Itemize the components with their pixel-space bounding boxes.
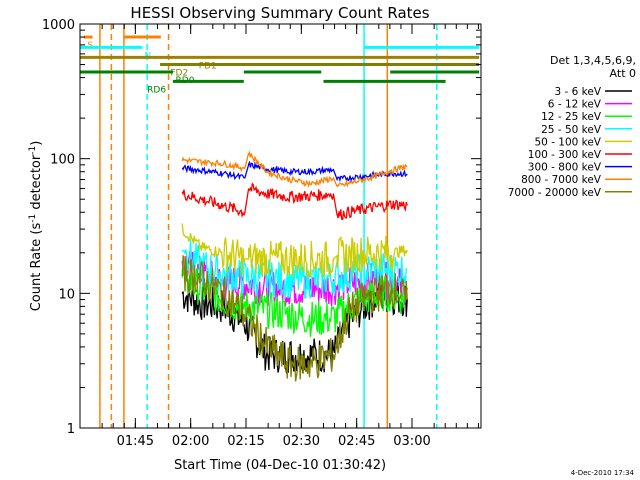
y-tick-label-0: 1 [67, 422, 75, 437]
series-line-6 [181, 160, 408, 183]
observing-flag-bars: SNFD1FD2RD0RD6 [80, 35, 480, 95]
series-line-8 [181, 254, 408, 382]
legend-label-4: 50 - 100 keV [534, 136, 601, 148]
legend-label-5: 100 - 300 keV [528, 149, 602, 161]
y-tick-label-1: 10 [58, 287, 75, 302]
x-tick-label-3: 02:30 [283, 434, 320, 449]
y-tick-label-3: 1000 [42, 18, 75, 33]
y-axis-label: Count Rate (s-1 detector-1) [28, 141, 44, 312]
x-tick-label-1: 02:00 [172, 434, 209, 449]
axes: 01:45 02:00 02:15 02:30 02:45 03:00 1 10 100 1000 [42, 18, 481, 449]
series-line-7 [181, 150, 408, 188]
legend-subtitle: Att 0 [610, 67, 636, 80]
series-line-3 [181, 238, 408, 299]
flag-fd1-label: FD1 [199, 61, 217, 71]
y-tick-label-2: 100 [50, 153, 75, 168]
flag-fd2-label: FD2 [170, 69, 188, 79]
legend-label-8: 7000 - 20000 keV [508, 187, 602, 199]
series-line-2 [181, 262, 408, 337]
x-tick-label-4: 02:45 [338, 434, 375, 449]
legend-label-6: 300 - 800 keV [528, 162, 602, 174]
x-tick-label-2: 02:15 [227, 434, 264, 449]
x-tick-label-5: 03:00 [393, 434, 430, 449]
plot-frame [79, 23, 482, 429]
data-series [181, 150, 408, 382]
legend-label-7: 800 - 7000 keV [521, 174, 602, 186]
legend-label-1: 6 - 12 keV [548, 99, 602, 111]
legend-label-2: 12 - 25 keV [541, 111, 602, 123]
x-tick-label-0: 01:45 [117, 434, 154, 449]
x-axis-label: Start Time (04-Dec-10 01:30:42) [174, 458, 386, 473]
series-line-4 [181, 223, 408, 278]
flag-rd6-label: RD6 [147, 85, 166, 95]
chart-title: HESSI Observing Summary Count Rates [130, 4, 429, 22]
timestamp: 4-Dec-2010 17:34 [571, 469, 635, 477]
legend-label-3: 25 - 50 keV [541, 124, 602, 136]
legend-label-0: 3 - 6 keV [554, 86, 601, 98]
series-line-5 [181, 182, 408, 221]
attenuator-event-lines [99, 24, 438, 428]
legend-title: Det 1,3,4,5,6,9, [550, 54, 636, 67]
